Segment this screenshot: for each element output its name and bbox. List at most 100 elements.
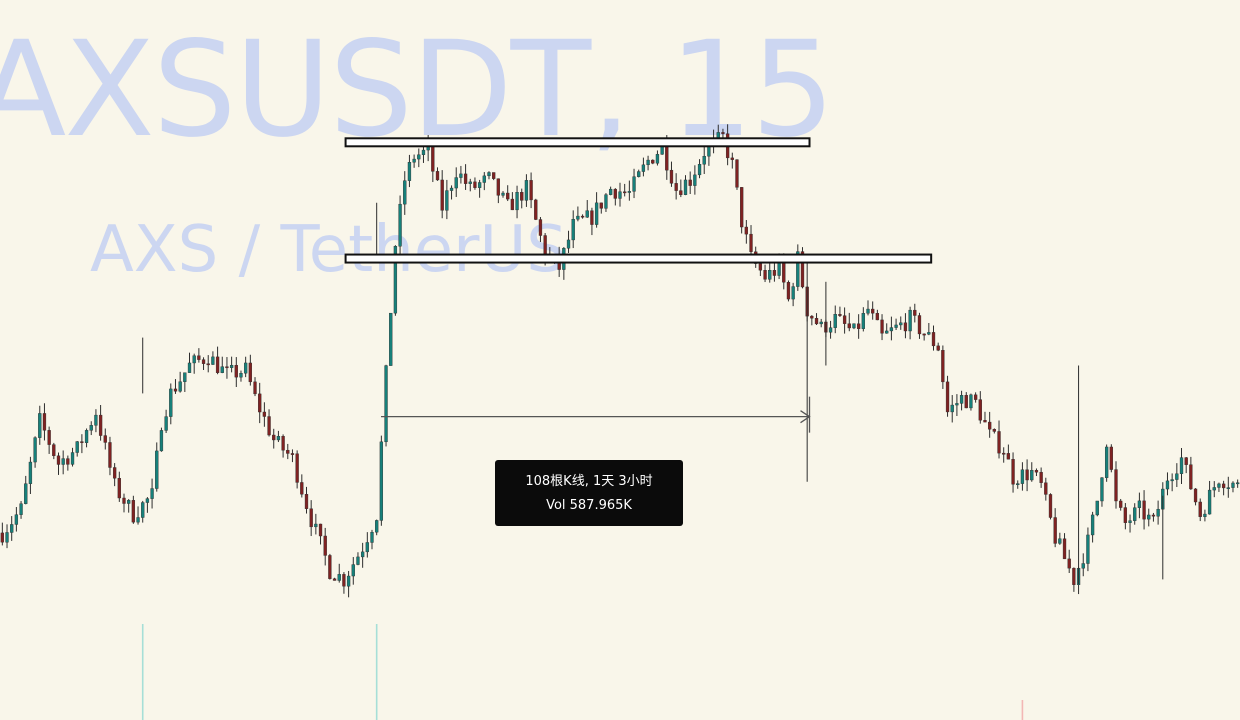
candle-down [941, 350, 945, 383]
candle-up [407, 162, 412, 181]
volume-bar [375, 624, 378, 720]
candle-up [959, 395, 964, 404]
candle-down [1011, 459, 1015, 485]
volume-bars [141, 624, 1024, 720]
drawing-tools[interactable] [344, 137, 933, 433]
candle-down [131, 500, 136, 523]
candle-up [19, 503, 23, 515]
candle-down [688, 179, 692, 186]
candle-down [1151, 514, 1156, 517]
candle-down [1198, 501, 1202, 517]
candle-up [1100, 477, 1104, 502]
candle-up [1030, 470, 1034, 481]
candle-up [482, 175, 486, 183]
candle-up [524, 180, 529, 201]
candle-down [122, 497, 126, 504]
candle-down [267, 416, 271, 436]
candle-up [346, 575, 351, 587]
candle-up [1217, 483, 1221, 488]
candle-up [276, 436, 281, 441]
candle-up [351, 564, 355, 577]
candle-up [702, 155, 706, 165]
candle-up [927, 332, 931, 335]
candle-down [197, 355, 201, 360]
candle-up [1203, 513, 1207, 517]
candle-down [253, 381, 257, 395]
candle-up [955, 403, 959, 406]
candle-down [651, 159, 655, 164]
candle-down [800, 251, 805, 288]
candle-up [365, 542, 369, 553]
candle-down [810, 315, 814, 319]
candle-down [740, 187, 744, 228]
candle-up [38, 413, 42, 438]
candle-up [641, 164, 646, 172]
candle-down [945, 381, 950, 413]
candle-up [693, 174, 697, 186]
candle-down [1053, 517, 1057, 544]
candle-up [454, 177, 458, 189]
candle-up [1081, 563, 1085, 569]
candle-up [220, 366, 224, 373]
candle-down [730, 157, 734, 160]
candle-down [735, 159, 739, 188]
candle-up [417, 154, 421, 160]
candle-up [155, 450, 159, 489]
candle-down [613, 188, 617, 199]
candle-down [931, 332, 936, 347]
candle-up [141, 502, 145, 518]
candle-up [211, 356, 215, 365]
candle-up [370, 531, 374, 543]
candle-down [234, 364, 238, 378]
candle-down [1119, 500, 1123, 508]
candle-down [300, 482, 304, 495]
candle-up [866, 308, 870, 314]
candle-up [477, 182, 482, 188]
candle-up [894, 324, 898, 328]
candle-up [1128, 520, 1132, 523]
candle-down [286, 449, 290, 454]
candle-down [463, 173, 468, 184]
range-support-line[interactable] [344, 253, 933, 264]
candle-down [496, 178, 500, 196]
range-resistance-line[interactable] [344, 137, 811, 148]
volume-bar [1021, 700, 1024, 720]
candle-down [108, 442, 112, 468]
candle-up [889, 327, 894, 332]
candle-down [66, 458, 70, 465]
candle-down [964, 395, 968, 409]
candle-up [183, 372, 187, 382]
candle-down [272, 434, 276, 441]
candle-down [295, 453, 299, 483]
candle-up [1231, 482, 1235, 488]
candle-down [936, 345, 940, 351]
candle-down [1048, 494, 1053, 518]
candle-up [885, 330, 889, 334]
candle-down [1114, 469, 1118, 502]
candle-up [515, 192, 519, 211]
candle-down [1025, 469, 1029, 481]
candle-down [669, 169, 674, 184]
candle-up [239, 373, 243, 378]
candle-up [244, 362, 248, 374]
candle-up [33, 437, 37, 463]
candle-up [1090, 514, 1095, 536]
candle-up [398, 203, 402, 247]
candle-up [1156, 508, 1160, 517]
candle-up [468, 181, 472, 184]
candle-down [988, 421, 992, 430]
candle-up [187, 362, 192, 373]
candle-down [534, 199, 538, 220]
candle-down [473, 181, 477, 188]
candle-down [328, 555, 332, 579]
candle-down [323, 535, 327, 556]
candle-down [431, 144, 435, 172]
candle-up [393, 246, 398, 314]
candle-down [42, 413, 47, 431]
candle-down [1072, 567, 1076, 585]
candle-up [314, 523, 318, 528]
candle-up [1212, 487, 1216, 491]
candle-up [950, 404, 954, 413]
